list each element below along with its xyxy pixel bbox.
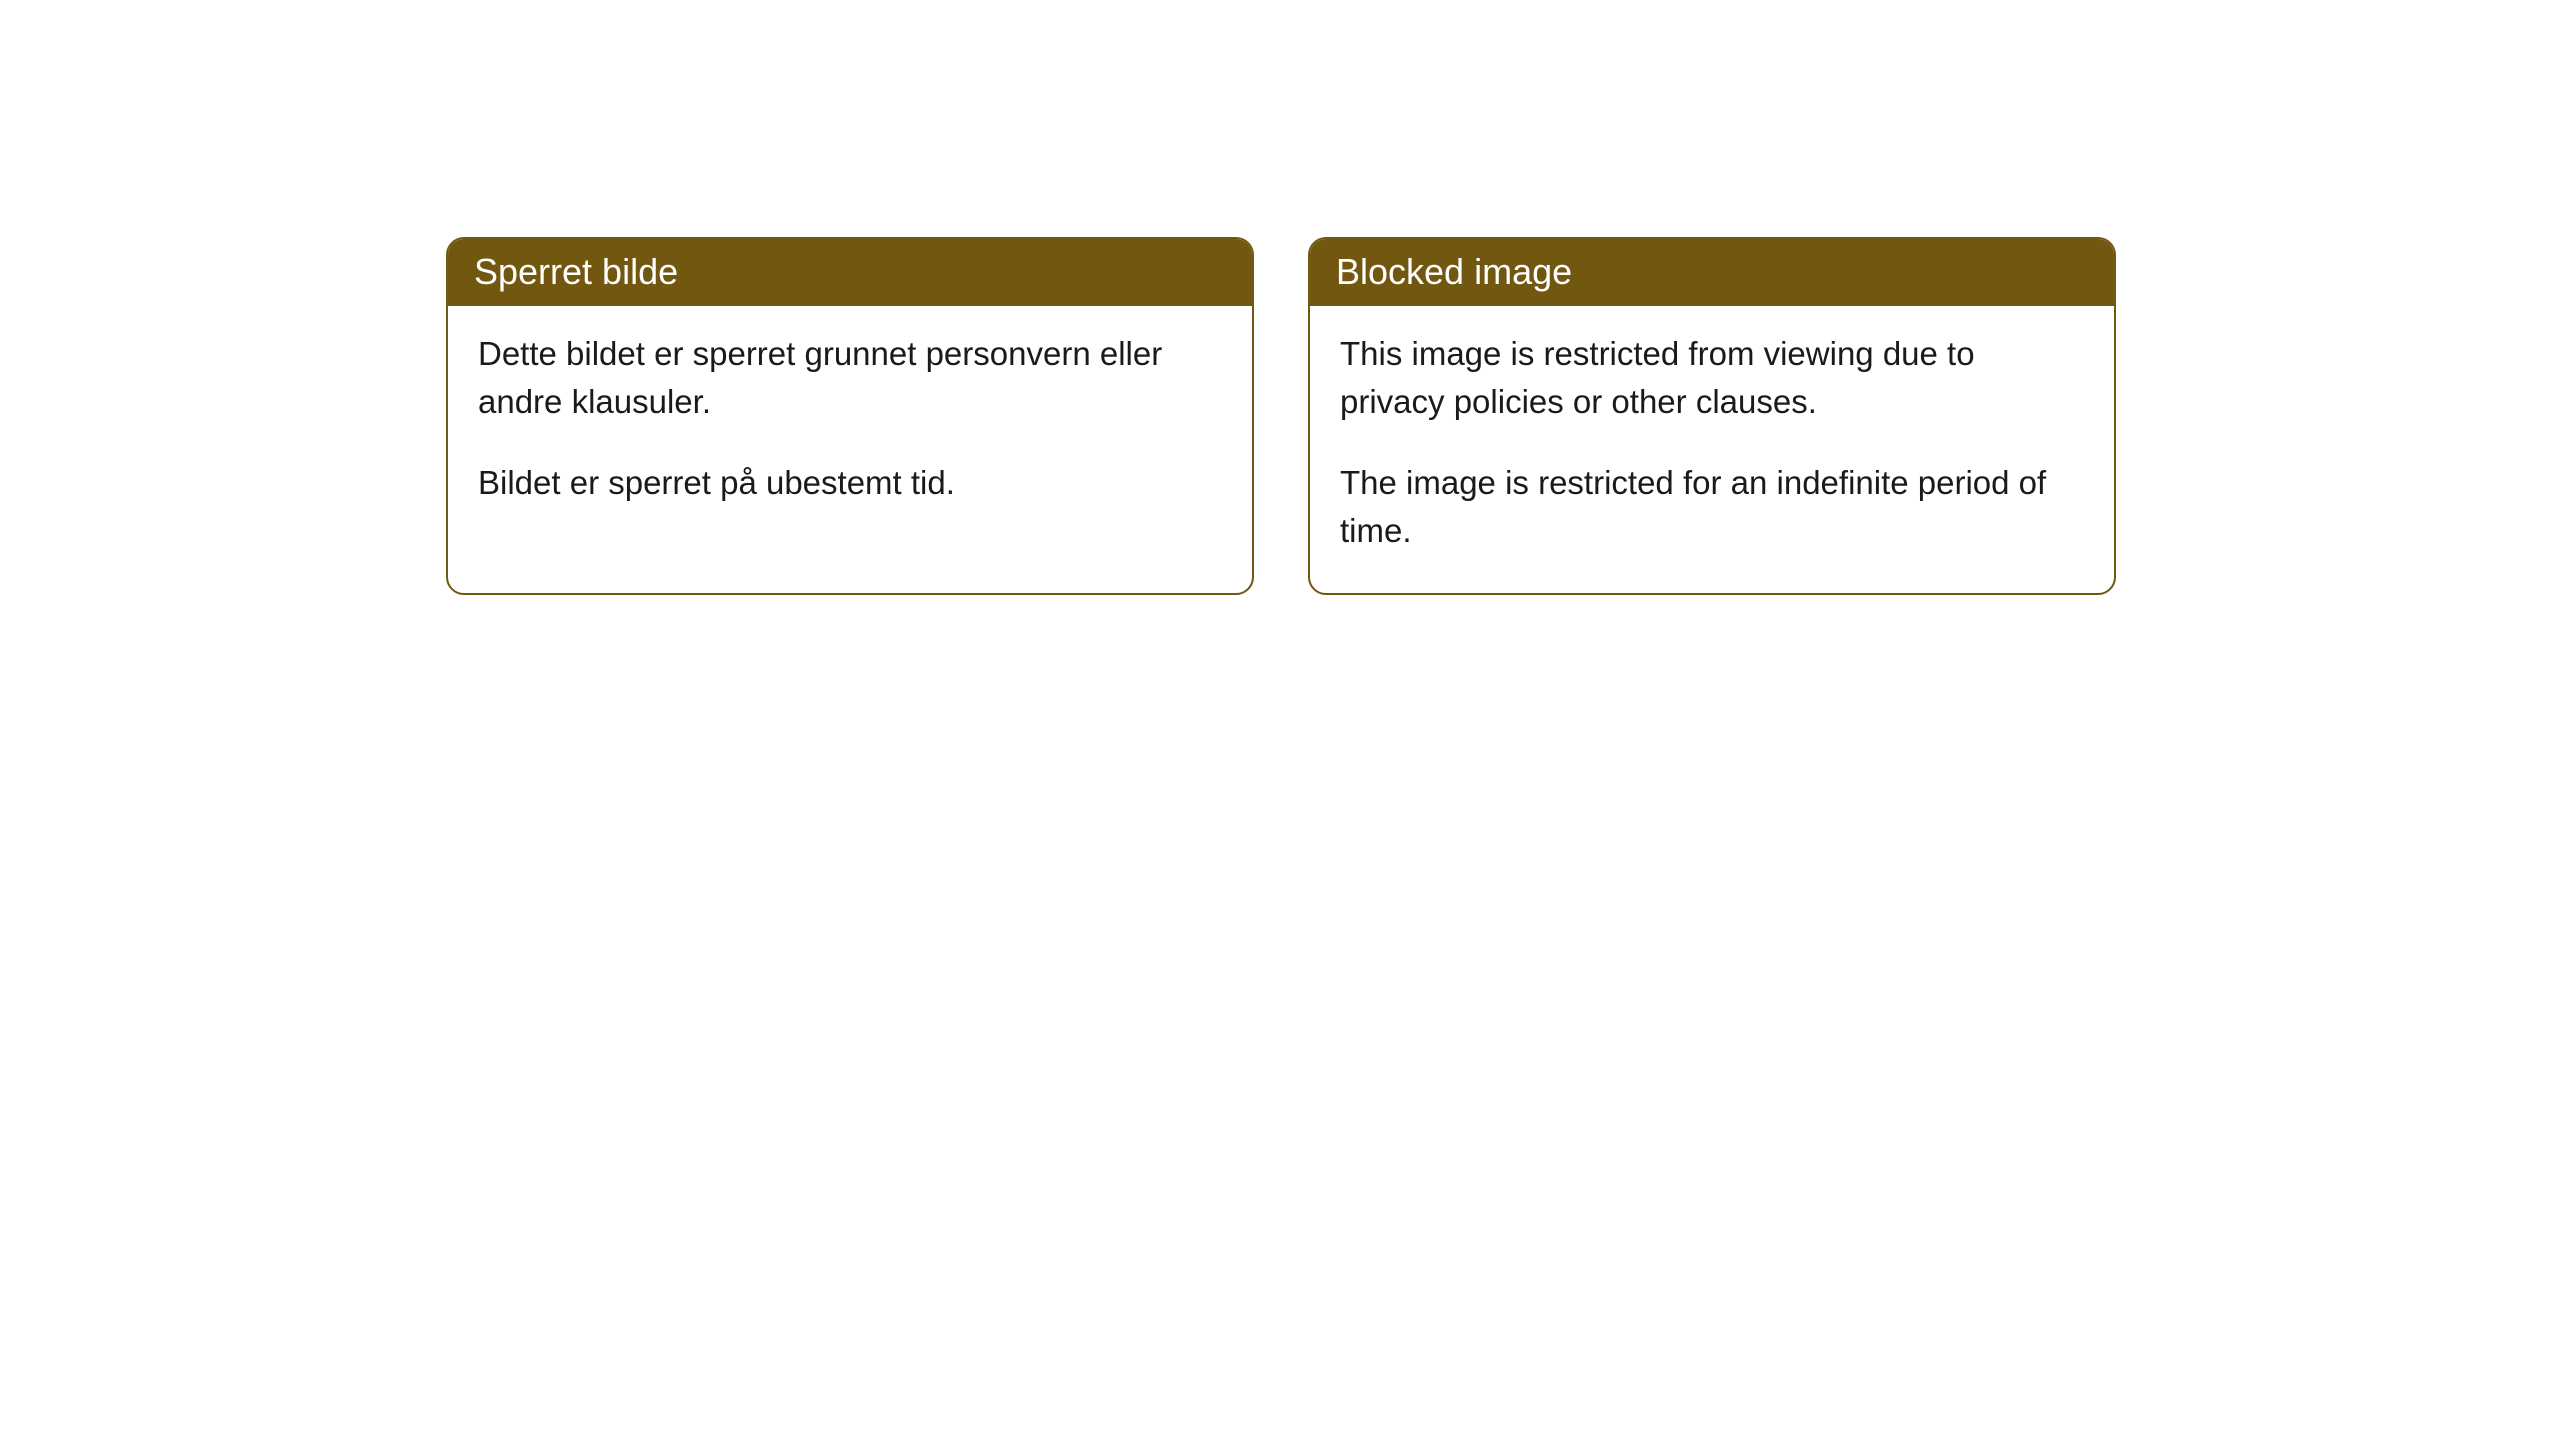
notice-cards-container: Sperret bilde Dette bildet er sperret gr… — [446, 237, 2116, 595]
card-paragraph: The image is restricted for an indefinit… — [1340, 459, 2084, 555]
card-body: This image is restricted from viewing du… — [1310, 306, 2114, 593]
card-header: Blocked image — [1310, 239, 2114, 306]
card-header: Sperret bilde — [448, 239, 1252, 306]
notice-card-english: Blocked image This image is restricted f… — [1308, 237, 2116, 595]
card-paragraph: Bildet er sperret på ubestemt tid. — [478, 459, 1222, 507]
card-paragraph: Dette bildet er sperret grunnet personve… — [478, 330, 1222, 426]
card-paragraph: This image is restricted from viewing du… — [1340, 330, 2084, 426]
card-body: Dette bildet er sperret grunnet personve… — [448, 306, 1252, 546]
notice-card-norwegian: Sperret bilde Dette bildet er sperret gr… — [446, 237, 1254, 595]
